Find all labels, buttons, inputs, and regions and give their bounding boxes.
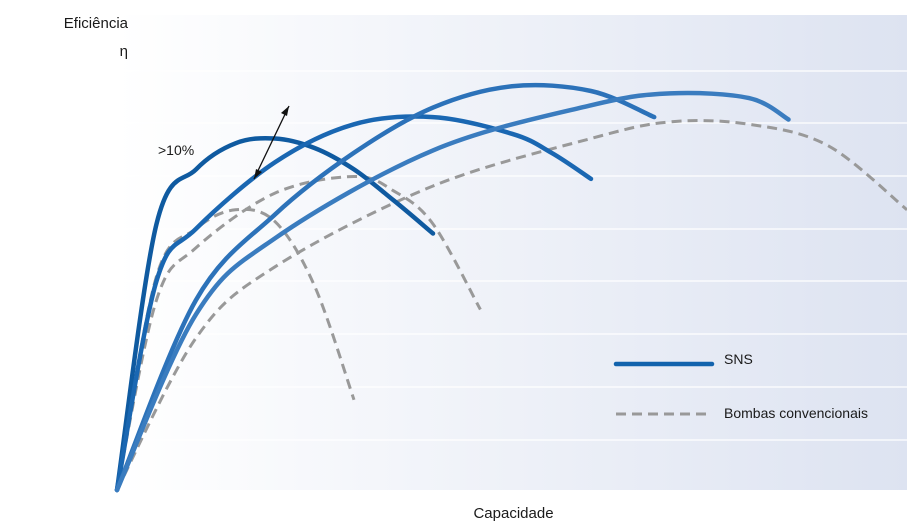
plot-area: [117, 15, 907, 490]
efficiency-gain-annotation: >10%: [158, 142, 195, 158]
y-axis-label-line-2: η: [119, 43, 128, 60]
annotation-arrowhead-bottom: [254, 169, 262, 179]
x-axis-label: Capacidade: [473, 505, 554, 522]
legend-label-sns: SNS: [724, 351, 753, 367]
sns-curve-3: [114, 82, 657, 493]
annotation-arrow-line: [253, 105, 290, 180]
y-axis-label-line-1: Eficiência: [63, 15, 128, 32]
y-axis-label: Eficiência η: [64, 10, 128, 66]
sns-curve-4: [114, 90, 791, 493]
legend-label-conventional: Bombas convencionais: [724, 405, 868, 421]
conventional-curve-6: [115, 174, 482, 491]
sns-curve-2: [114, 114, 594, 493]
sns-curve-1: [114, 135, 436, 493]
conventional-curve-7: [115, 119, 907, 491]
annotation-arrowhead-top: [281, 106, 289, 116]
